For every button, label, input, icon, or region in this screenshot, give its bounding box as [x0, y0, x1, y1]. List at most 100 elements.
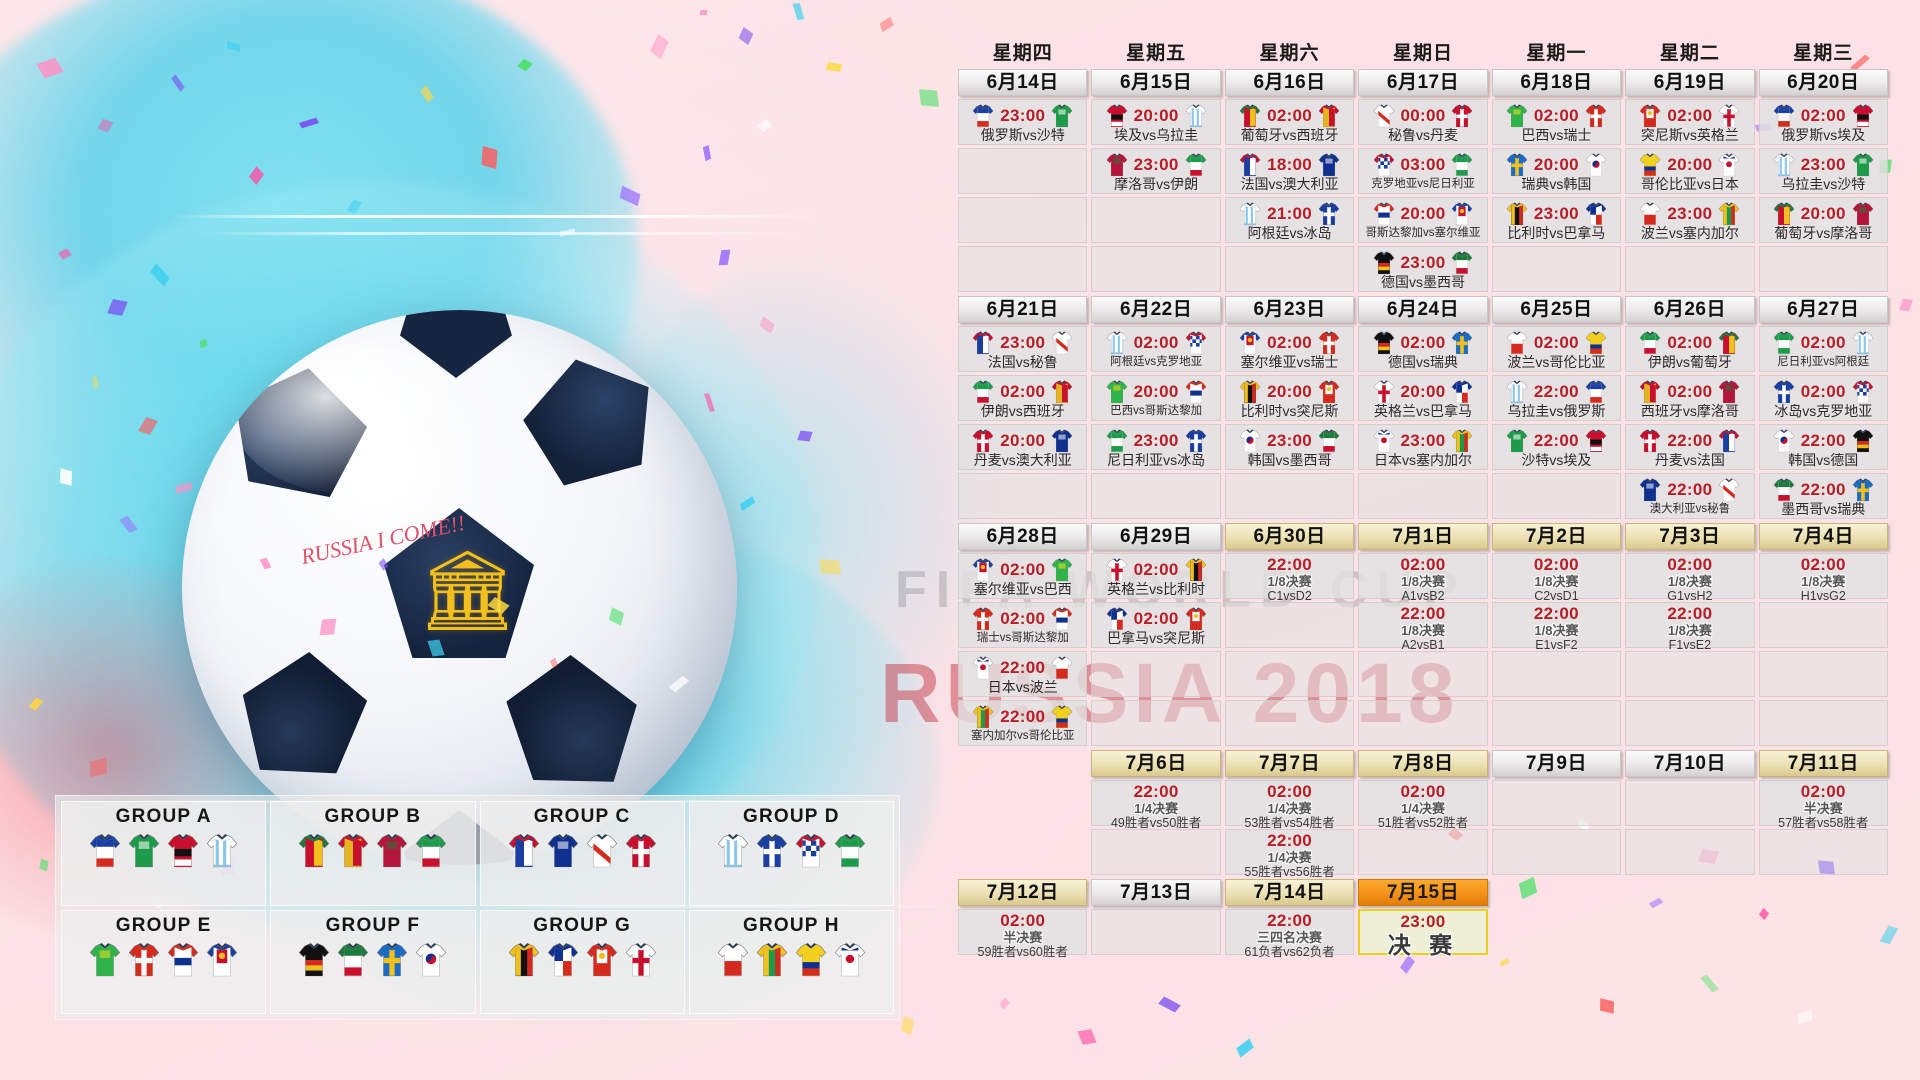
match-cell[interactable]: 00:00 秘鲁vs丹麦 [1358, 99, 1488, 145]
date-header-7月11日[interactable]: 7月11日 [1758, 750, 1888, 777]
match-cell[interactable]: 02:00 德国vs瑞典 [1358, 326, 1488, 372]
match-cell[interactable]: 20:00 瑞典vs韩国 [1491, 148, 1622, 194]
match-cell[interactable]: 02:00 阿根廷vs克罗地亚 [1091, 326, 1221, 372]
date-header-6月19日[interactable]: 6月19日 [1625, 69, 1755, 96]
date-header-7月13日[interactable]: 7月13日 [1091, 879, 1221, 906]
match-cell-knockout[interactable]: 22:00 1/8决赛 A2vsB1 [1358, 602, 1488, 652]
date-header-7月1日[interactable]: 7月1日 [1358, 523, 1488, 550]
group-card-group-c[interactable]: GROUP C [479, 801, 685, 906]
date-header-7月15日[interactable]: 7月15日 [1358, 879, 1488, 906]
match-cell-knockout[interactable]: 02:00 1/8决赛 G1vsH2 [1625, 553, 1755, 603]
match-cell-knockout[interactable]: 02:00 1/8决赛 A1vsB2 [1358, 553, 1488, 603]
match-cell[interactable]: 23:00 摩洛哥vs伊朗 [1091, 148, 1221, 194]
match-cell[interactable]: 20:00 埃及vs乌拉圭 [1091, 99, 1221, 145]
match-cell[interactable]: 02:00 伊朗vs西班牙 [958, 375, 1088, 421]
match-cell[interactable]: 02:00 尼日利亚vs阿根廷 [1758, 326, 1888, 372]
date-header-7月4日[interactable]: 7月4日 [1758, 523, 1888, 550]
match-cell[interactable]: 02:00 伊朗vs葡萄牙 [1625, 326, 1755, 372]
match-cell[interactable]: 02:00 西班牙vs摩洛哥 [1625, 375, 1755, 421]
date-header-6月27日[interactable]: 6月27日 [1758, 296, 1888, 323]
match-cell[interactable]: 22:00 乌拉圭vs俄罗斯 [1491, 375, 1622, 421]
group-card-group-a[interactable]: GROUP A [61, 801, 267, 906]
date-header-6月14日[interactable]: 6月14日 [958, 69, 1088, 96]
match-cell[interactable]: 02:00 巴拿马vs突尼斯 [1091, 602, 1221, 648]
date-header-6月21日[interactable]: 6月21日 [958, 296, 1088, 323]
match-cell[interactable]: 22:00 澳大利亚vs秘鲁 [1625, 473, 1755, 519]
match-cell[interactable]: 02:00 塞尔维亚vs瑞士 [1224, 326, 1355, 372]
match-cell[interactable]: 20:00 丹麦vs澳大利亚 [958, 424, 1088, 470]
date-header-6月18日[interactable]: 6月18日 [1491, 69, 1622, 96]
date-header-7月14日[interactable]: 7月14日 [1224, 879, 1355, 906]
match-cell[interactable]: 23:00 乌拉圭vs沙特 [1758, 148, 1888, 194]
match-cell-final[interactable]: 23:00 决 赛 [1358, 909, 1488, 958]
date-header-7月8日[interactable]: 7月8日 [1358, 750, 1488, 777]
match-cell-knockout[interactable]: 22:00 三四名决赛 61负者vs62负者 [1224, 909, 1355, 959]
match-cell[interactable]: 21:00 阿根廷vs冰岛 [1224, 197, 1355, 243]
match-cell[interactable]: 20:00 葡萄牙vs摩洛哥 [1758, 197, 1888, 243]
match-cell[interactable]: 22:00 韩国vs德国 [1758, 424, 1888, 470]
match-cell[interactable]: 23:00 比利时vs巴拿马 [1491, 197, 1622, 243]
match-cell[interactable]: 22:00 日本vs波兰 [958, 651, 1088, 697]
match-cell-knockout[interactable]: 02:00 半决赛 57胜者vs58胜者 [1758, 780, 1888, 830]
date-header-6月24日[interactable]: 6月24日 [1358, 296, 1488, 323]
match-cell[interactable]: 03:00 克罗地亚vs尼日利亚 [1358, 148, 1488, 194]
match-cell[interactable]: 02:00 冰岛vs克罗地亚 [1758, 375, 1888, 421]
match-cell[interactable]: 20:00 巴西vs哥斯达黎加 [1091, 375, 1221, 421]
date-header-6月28日[interactable]: 6月28日 [958, 523, 1088, 550]
match-cell[interactable]: 22:00 墨西哥vs瑞典 [1758, 473, 1888, 519]
date-header-6月17日[interactable]: 6月17日 [1358, 69, 1488, 96]
match-cell[interactable]: 02:00 俄罗斯vs埃及 [1758, 99, 1888, 145]
match-cell-knockout[interactable]: 02:00 1/4决赛 51胜者vs52胜者 [1358, 780, 1488, 830]
match-cell[interactable]: 20:00 比利时vs突尼斯 [1224, 375, 1355, 421]
match-cell[interactable]: 23:00 德国vs墨西哥 [1358, 246, 1488, 292]
match-cell[interactable]: 23:00 韩国vs墨西哥 [1224, 424, 1355, 470]
match-cell[interactable]: 02:00 突尼斯vs英格兰 [1625, 99, 1755, 145]
match-cell-knockout[interactable]: 22:00 1/4决赛 49胜者vs50胜者 [1091, 780, 1221, 830]
date-header-6月30日[interactable]: 6月30日 [1224, 523, 1355, 550]
date-header-7月3日[interactable]: 7月3日 [1625, 523, 1755, 550]
date-header-7月6日[interactable]: 7月6日 [1091, 750, 1221, 777]
match-cell-knockout[interactable]: 22:00 1/4决赛 55胜者vs56胜者 [1224, 829, 1355, 879]
group-card-group-d[interactable]: GROUP D [688, 801, 894, 906]
date-header-6月20日[interactable]: 6月20日 [1758, 69, 1888, 96]
match-cell-knockout[interactable]: 22:00 1/8决赛 F1vsE2 [1625, 602, 1755, 652]
match-cell-knockout[interactable]: 02:00 1/8决赛 H1vsG2 [1758, 553, 1888, 603]
match-cell[interactable]: 02:00 瑞士vs哥斯达黎加 [958, 602, 1088, 648]
match-cell[interactable]: 02:00 英格兰vs比利时 [1091, 553, 1221, 599]
group-card-group-h[interactable]: GROUP H [688, 909, 894, 1014]
date-header-6月16日[interactable]: 6月16日 [1224, 69, 1355, 96]
match-cell[interactable]: 23:00 波兰vs塞内加尔 [1625, 197, 1755, 243]
match-cell[interactable]: 22:00 沙特vs埃及 [1491, 424, 1622, 470]
match-cell[interactable]: 02:00 巴西vs瑞士 [1491, 99, 1622, 145]
date-header-6月15日[interactable]: 6月15日 [1091, 69, 1221, 96]
match-cell-knockout[interactable]: 02:00 1/4决赛 53胜者vs54胜者 [1224, 780, 1355, 830]
match-cell-knockout[interactable]: 02:00 半决赛 59胜者vs60胜者 [958, 909, 1088, 959]
match-cell[interactable]: 22:00 丹麦vs法国 [1625, 424, 1755, 470]
match-cell[interactable]: 22:00 塞内加尔vs哥伦比亚 [958, 700, 1088, 746]
match-cell[interactable]: 23:00 俄罗斯vs沙特 [958, 99, 1088, 145]
match-cell-knockout[interactable]: 22:00 1/8决赛 C1vsD2 [1224, 553, 1355, 603]
date-header-7月9日[interactable]: 7月9日 [1491, 750, 1622, 777]
match-cell-knockout[interactable]: 02:00 1/8决赛 C2vsD1 [1491, 553, 1622, 603]
date-header-6月22日[interactable]: 6月22日 [1091, 296, 1221, 323]
match-cell[interactable]: 02:00 葡萄牙vs西班牙 [1224, 99, 1355, 145]
date-header-7月2日[interactable]: 7月2日 [1491, 523, 1622, 550]
match-cell[interactable]: 02:00 塞尔维亚vs巴西 [958, 553, 1088, 599]
match-cell[interactable]: 20:00 英格兰vs巴拿马 [1358, 375, 1488, 421]
date-header-6月23日[interactable]: 6月23日 [1224, 296, 1355, 323]
match-cell[interactable]: 23:00 尼日利亚vs冰岛 [1091, 424, 1221, 470]
group-card-group-g[interactable]: GROUP G [479, 909, 685, 1014]
date-header-6月25日[interactable]: 6月25日 [1491, 296, 1622, 323]
group-card-group-f[interactable]: GROUP F [270, 909, 476, 1014]
date-header-7月10日[interactable]: 7月10日 [1625, 750, 1755, 777]
date-header-7月7日[interactable]: 7月7日 [1224, 750, 1355, 777]
match-cell[interactable]: 18:00 法国vs澳大利亚 [1224, 148, 1355, 194]
date-header-7月12日[interactable]: 7月12日 [958, 879, 1088, 906]
group-card-group-b[interactable]: GROUP B [270, 801, 476, 906]
date-header-6月29日[interactable]: 6月29日 [1091, 523, 1221, 550]
match-cell[interactable]: 02:00 波兰vs哥伦比亚 [1491, 326, 1622, 372]
group-card-group-e[interactable]: GROUP E [61, 909, 267, 1014]
match-cell[interactable]: 20:00 哥伦比亚vs日本 [1625, 148, 1755, 194]
match-cell[interactable]: 23:00 法国vs秘鲁 [958, 326, 1088, 372]
match-cell[interactable]: 20:00 哥斯达黎加vs塞尔维亚 [1358, 197, 1488, 243]
